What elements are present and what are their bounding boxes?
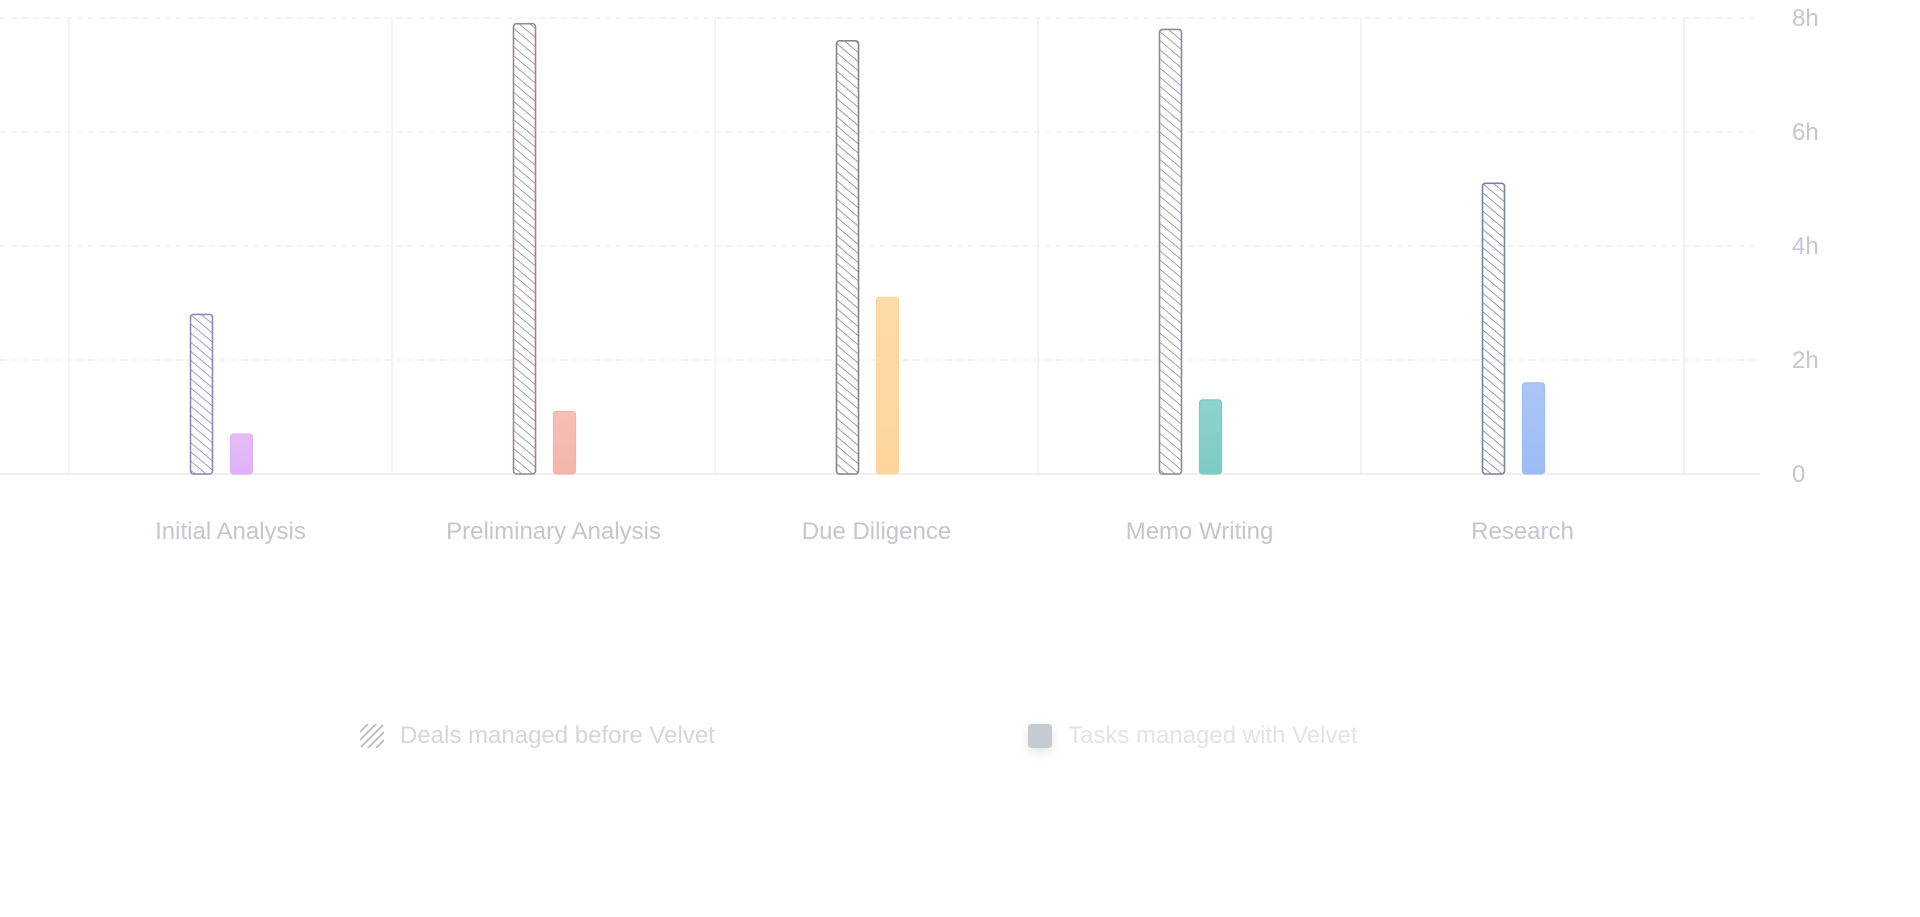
bar-before-velvet[interactable] bbox=[1481, 182, 1506, 475]
bar-before-velvet[interactable] bbox=[189, 313, 214, 475]
category-label: Preliminary Analysis bbox=[446, 518, 661, 545]
y-tick-label: 6h bbox=[1792, 119, 1819, 146]
y-tick-label: 4h bbox=[1792, 233, 1819, 260]
y-axis: 0 2h 4h 6h 8h bbox=[1792, 5, 1819, 488]
category-label: Research bbox=[1471, 518, 1574, 545]
hatched-swatch-icon bbox=[360, 724, 384, 748]
legend: Deals managed before Velvet Tasks manage… bbox=[0, 718, 1920, 758]
bar-with-velvet[interactable] bbox=[552, 410, 577, 475]
y-tick-label: 0 bbox=[1792, 461, 1805, 488]
legend-label-before-velvet: Deals managed before Velvet bbox=[400, 722, 715, 749]
bar-before-velvet[interactable] bbox=[835, 39, 860, 475]
category-label: Initial Analysis bbox=[155, 518, 306, 545]
bar-before-velvet[interactable] bbox=[1158, 28, 1183, 475]
bar-with-velvet[interactable] bbox=[1521, 382, 1546, 475]
y-tick-label: 2h bbox=[1792, 347, 1819, 374]
y-tick-label: 8h bbox=[1792, 5, 1819, 32]
x-axis: Initial Analysis Preliminary Analysis Due … bbox=[155, 518, 1574, 545]
category-label: Memo Writing bbox=[1126, 518, 1274, 545]
bar-with-velvet[interactable] bbox=[1198, 399, 1223, 475]
legend-item-with-velvet[interactable]: Tasks managed with Velvet bbox=[1028, 718, 1358, 754]
category-label: Due Diligence bbox=[802, 518, 951, 545]
bars bbox=[189, 22, 1546, 475]
legend-item-before-velvet[interactable]: Deals managed before Velvet bbox=[360, 718, 715, 754]
legend-label-with-velvet: Tasks managed with Velvet bbox=[1068, 722, 1358, 749]
bar-with-velvet[interactable] bbox=[875, 296, 900, 475]
bar-with-velvet[interactable] bbox=[229, 433, 254, 475]
solid-swatch-icon bbox=[1028, 724, 1052, 748]
bar-before-velvet[interactable] bbox=[512, 22, 537, 475]
